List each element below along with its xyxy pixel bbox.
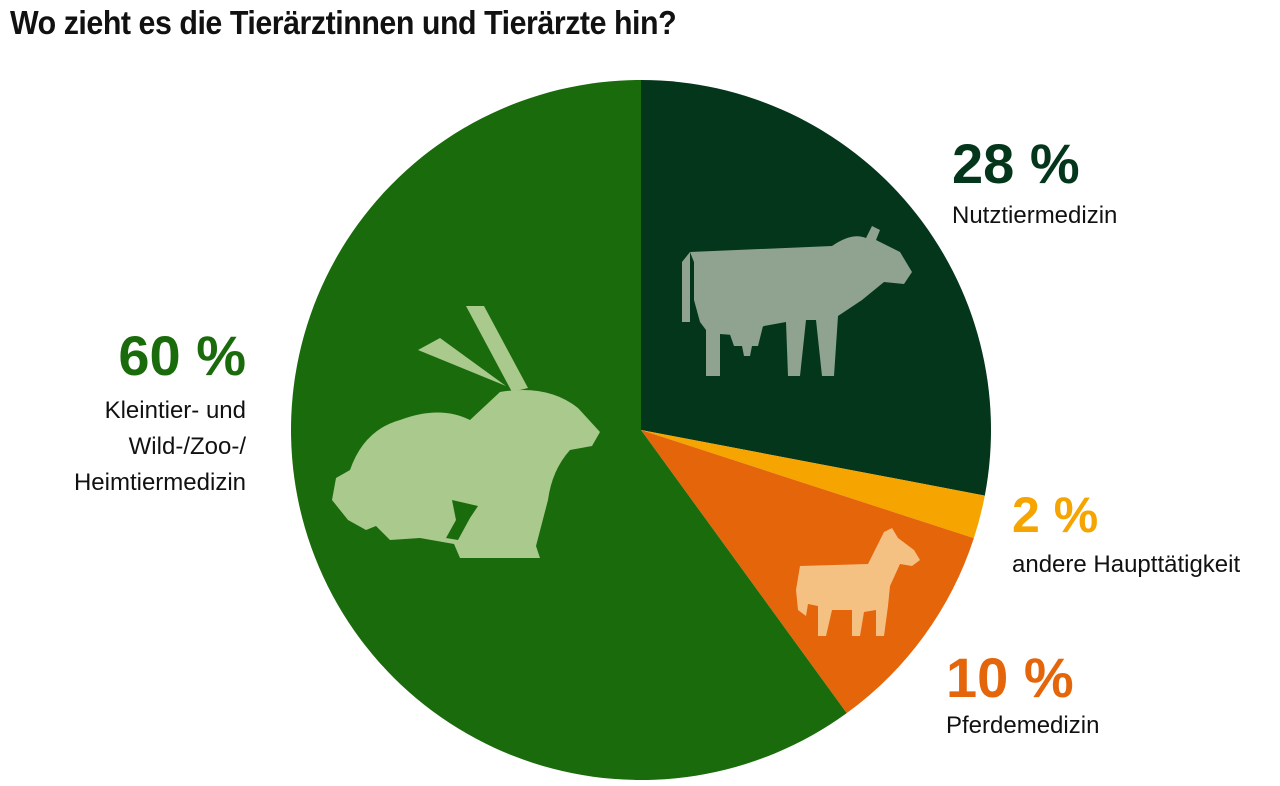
category-label-kleintier-line-1: Kleintier- und <box>105 397 246 424</box>
slice-andere-haupttaetigkeit <box>641 430 985 539</box>
category-label-kleintier-line-3: Heimtiermedizin <box>74 469 246 496</box>
category-label-kleintier-line-2: Wild-/Zoo-/ <box>129 433 247 460</box>
pct-label-nutztiermedizin: 28 % <box>952 132 1080 195</box>
pct-label-andere: 2 % <box>1012 487 1098 543</box>
rabbit-icon <box>332 306 600 558</box>
pct-label-pferdemedizin: 10 % <box>946 646 1074 709</box>
category-label-andere: andere Haupttätigkeit <box>1012 551 1240 578</box>
category-label-pferdemedizin: Pferdemedizin <box>946 712 1099 739</box>
chart-title: Wo zieht es die Tierärztinnen und Tierär… <box>10 4 677 41</box>
cow-icon <box>682 226 912 376</box>
category-label-nutztiermedizin: Nutztiermedizin <box>952 202 1117 229</box>
horse-icon <box>796 528 920 636</box>
slice-labels: 28 % Nutztiermedizin 2 % andere Haupttätigk… <box>74 132 1241 739</box>
pct-label-kleintier: 60 % <box>118 324 246 387</box>
